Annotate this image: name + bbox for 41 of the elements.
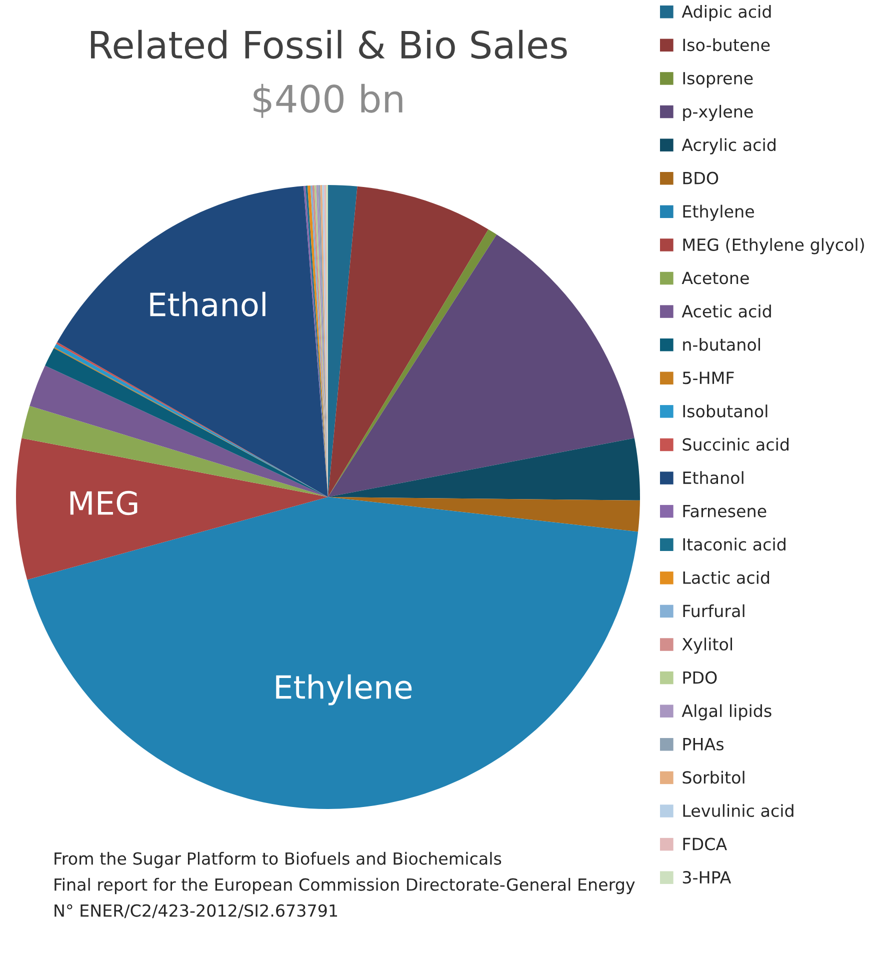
legend-label: 5-HMF <box>682 372 734 384</box>
pie-slice <box>16 438 328 580</box>
legend-label: Sorbitol <box>682 770 744 784</box>
legend-label: 3-HPA <box>682 871 732 884</box>
legend-label: Acrylic acid <box>682 138 776 154</box>
text: N° ENER/C2/423-2012/SI2.673791 <box>54 904 338 918</box>
text: From the Sugar Platform to Biofuels and Biochemicals <box>54 852 502 868</box>
legend-label: Levulinic acid <box>683 804 794 818</box>
pie-slice <box>328 438 640 500</box>
legend-label: Lactic acid <box>683 571 770 584</box>
legend-label: Farnesene <box>683 504 766 518</box>
pie-slice <box>328 186 488 497</box>
legend-label: PDO <box>683 671 717 684</box>
legend-label: n-butanol <box>683 338 760 351</box>
legend-label: FDCA <box>683 838 727 850</box>
legend-label: Iso-butene <box>683 38 770 52</box>
text: Final report for the European Commission Directorate-General Energy <box>54 878 635 894</box>
legend-label: Isobutanol <box>683 404 768 418</box>
legend-label: Isoprene <box>683 72 753 88</box>
pie-slice <box>328 497 640 532</box>
legend-label: Itaconic acid <box>683 538 786 551</box>
legend-label: Xylitol <box>682 638 732 654</box>
text: MEG <box>70 490 138 516</box>
legend-label: Algal lipids <box>682 704 772 720</box>
text: $400 bn <box>254 84 402 118</box>
legend-label: Adipic acid <box>682 5 771 22</box>
legend-label: Acetic acid <box>682 304 771 318</box>
legend-label: p-xylene <box>683 104 753 122</box>
text: Related Fossil & Bio Sales <box>91 30 567 59</box>
legend-label: PHAs <box>683 738 724 750</box>
legend-label: Succinic acid <box>682 438 788 451</box>
legend-label: BDO <box>683 172 718 184</box>
legend-label: Furfural <box>683 604 744 618</box>
slice-label: Ethanol <box>150 292 266 317</box>
legend-label: Acetone <box>682 272 749 284</box>
pie-slice <box>328 229 497 497</box>
slice-label: Ethylene <box>276 674 412 706</box>
pie-slice <box>328 234 634 497</box>
legend-label: Ethylene <box>683 204 754 221</box>
legend-label: Ethanol <box>683 471 744 484</box>
legend-label: MEG (Ethylene glycol) <box>683 238 864 254</box>
